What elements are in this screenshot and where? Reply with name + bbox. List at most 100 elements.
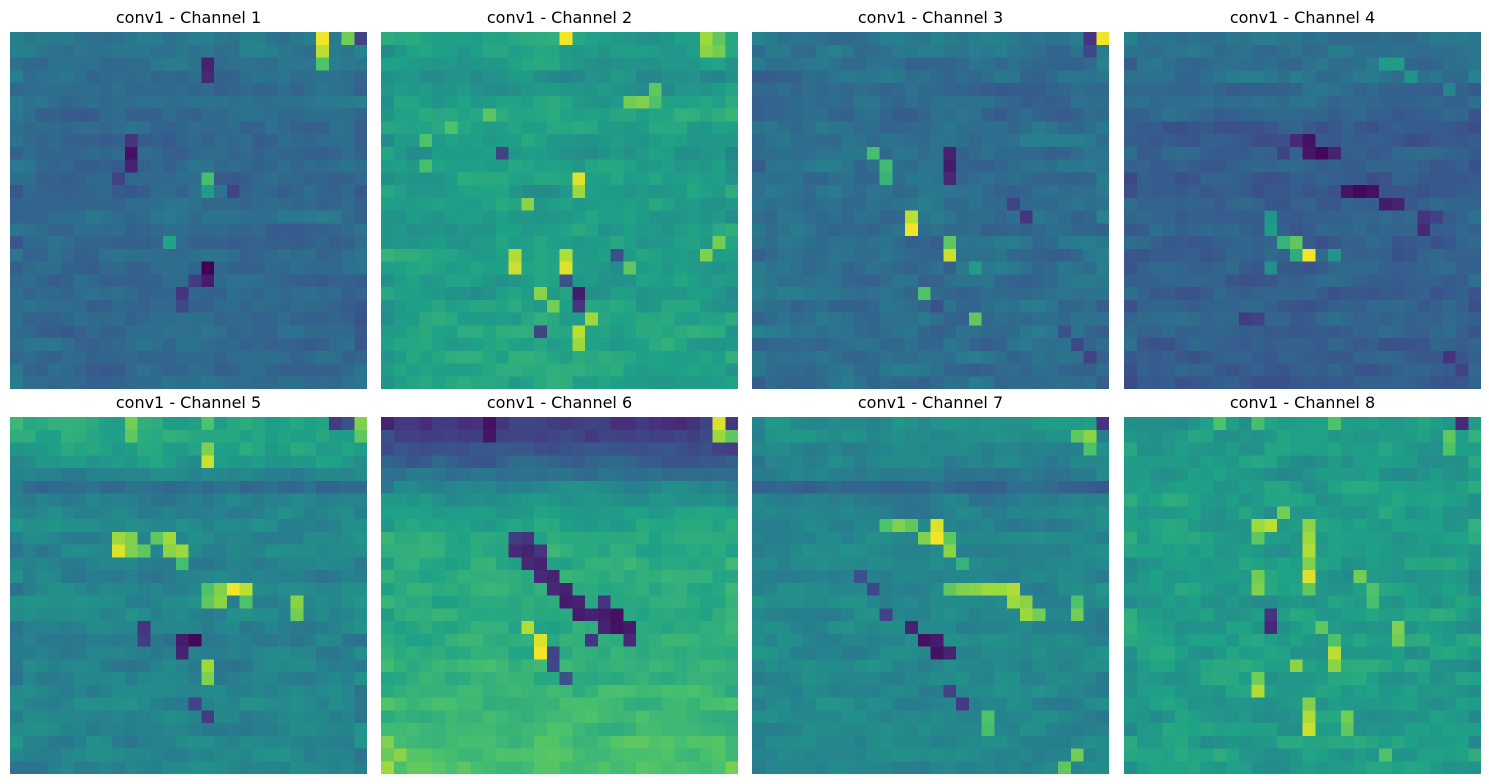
heatmap-cell bbox=[1353, 223, 1367, 237]
heatmap-cell bbox=[661, 134, 675, 148]
heatmap-cell bbox=[648, 544, 663, 558]
heatmap-cell bbox=[112, 261, 126, 275]
heatmap-cell bbox=[1238, 363, 1253, 377]
heatmap-cell bbox=[86, 325, 100, 339]
heatmap-cell bbox=[815, 83, 830, 97]
heatmap-cell bbox=[572, 32, 586, 46]
heatmap-cell bbox=[1032, 159, 1046, 173]
heatmap-cell bbox=[1379, 134, 1393, 148]
heatmap-cell bbox=[1124, 70, 1138, 84]
heatmap-cell bbox=[432, 442, 446, 456]
heatmap-cell bbox=[534, 659, 548, 673]
heatmap-cell bbox=[534, 735, 548, 750]
heatmap-cell bbox=[534, 621, 548, 635]
heatmap-cell bbox=[1175, 95, 1189, 110]
heatmap-cell bbox=[175, 363, 190, 377]
heatmap-cell bbox=[277, 83, 292, 97]
heatmap-cell bbox=[828, 429, 842, 444]
heatmap-cell bbox=[943, 95, 957, 110]
heatmap-cell bbox=[572, 185, 586, 199]
heatmap-cell bbox=[1468, 325, 1481, 339]
heatmap-cell bbox=[1264, 350, 1278, 365]
heatmap-cell bbox=[328, 557, 343, 571]
heatmap-cell bbox=[534, 570, 548, 584]
heatmap-cell bbox=[1007, 287, 1021, 301]
heatmap-cell bbox=[841, 172, 855, 186]
heatmap-cell bbox=[790, 274, 804, 288]
heatmap-cell bbox=[803, 197, 817, 212]
heatmap-cell bbox=[777, 468, 791, 482]
heatmap-cell bbox=[328, 595, 343, 609]
heatmap-cell bbox=[22, 223, 37, 237]
heatmap-cell bbox=[1289, 236, 1304, 250]
heatmap-cell bbox=[483, 261, 497, 275]
heatmap-cell bbox=[610, 659, 624, 673]
heatmap-cell bbox=[341, 442, 355, 456]
heatmap-cell bbox=[495, 172, 510, 186]
heatmap-cell bbox=[1200, 248, 1214, 263]
heatmap-cell bbox=[930, 429, 944, 444]
heatmap-cell bbox=[1468, 185, 1481, 199]
heatmap-cell bbox=[699, 261, 714, 275]
heatmap-cell bbox=[354, 761, 367, 774]
heatmap-cell bbox=[99, 621, 113, 635]
heatmap-cell bbox=[623, 57, 637, 71]
heatmap-cell bbox=[879, 185, 893, 199]
heatmap-cell bbox=[699, 595, 714, 609]
heatmap-cell bbox=[457, 735, 471, 750]
heatmap-cell bbox=[636, 531, 650, 546]
heatmap-cell bbox=[1366, 376, 1380, 389]
heatmap-cell bbox=[124, 299, 139, 314]
heatmap-cell bbox=[495, 159, 510, 173]
heatmap-cell bbox=[879, 417, 893, 431]
heatmap-cell bbox=[354, 570, 367, 584]
heatmap-cell bbox=[86, 299, 100, 314]
heatmap-cell bbox=[905, 287, 919, 301]
heatmap-cell bbox=[559, 287, 573, 301]
heatmap-cell bbox=[674, 519, 688, 533]
heatmap-cell bbox=[239, 95, 253, 110]
heatmap-cell bbox=[1083, 44, 1097, 59]
heatmap-cell bbox=[661, 710, 675, 724]
heatmap-cell bbox=[277, 312, 292, 326]
heatmap-cell bbox=[226, 621, 241, 635]
heatmap-cell bbox=[1200, 121, 1214, 135]
heatmap-cell bbox=[1032, 417, 1046, 431]
heatmap-cell bbox=[572, 480, 586, 495]
heatmap-cell bbox=[1162, 223, 1176, 237]
heatmap-cell bbox=[48, 659, 62, 673]
heatmap-cell bbox=[341, 299, 355, 314]
heatmap-cell bbox=[1007, 121, 1021, 135]
heatmap-cell bbox=[86, 210, 100, 224]
heatmap-cell bbox=[1070, 32, 1085, 46]
heatmap-cell bbox=[1019, 506, 1034, 520]
heatmap-cell bbox=[725, 570, 738, 584]
heatmap-cell bbox=[341, 570, 355, 584]
heatmap-cell bbox=[303, 480, 317, 495]
heatmap-cell bbox=[917, 172, 932, 186]
heatmap-cell bbox=[546, 134, 561, 148]
heatmap-cell bbox=[1070, 172, 1085, 186]
heatmap-cell bbox=[214, 287, 228, 301]
heatmap-cell bbox=[994, 197, 1008, 212]
heatmap-cell bbox=[559, 582, 573, 597]
heatmap-cell bbox=[597, 684, 612, 699]
heatmap-cell bbox=[699, 570, 714, 584]
heatmap-cell bbox=[303, 582, 317, 597]
heatmap-cell bbox=[994, 480, 1008, 495]
heatmap-cell bbox=[10, 723, 24, 737]
heatmap-cell bbox=[725, 455, 738, 469]
heatmap-cell bbox=[99, 32, 113, 46]
heatmap-cell bbox=[1096, 519, 1109, 533]
heatmap-cell bbox=[1430, 261, 1444, 275]
heatmap-cell bbox=[1226, 44, 1240, 59]
heatmap-cell bbox=[432, 710, 446, 724]
heatmap-cell bbox=[381, 210, 395, 224]
heatmap-cell bbox=[725, 723, 738, 737]
heatmap-cell bbox=[636, 338, 650, 352]
heatmap-cell bbox=[1340, 185, 1355, 199]
heatmap-cell bbox=[687, 684, 701, 699]
heatmap-cell bbox=[112, 108, 126, 122]
heatmap-cell bbox=[790, 287, 804, 301]
heatmap-cell bbox=[73, 83, 88, 97]
